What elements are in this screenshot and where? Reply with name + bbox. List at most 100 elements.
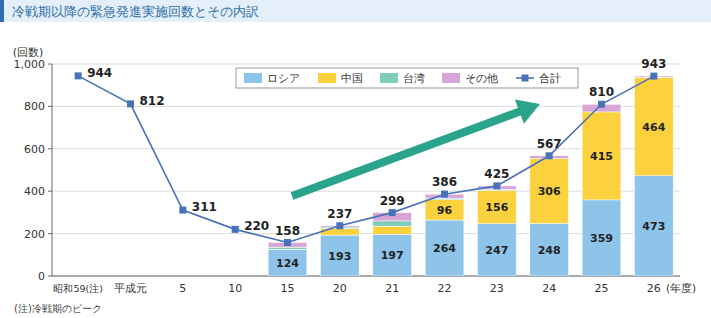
line-marker [75,72,82,79]
line-marker [284,239,291,246]
line-marker [389,209,396,216]
bar-segment [373,234,412,276]
x-tick-label: 23 [490,282,504,295]
line-marker [336,222,343,229]
total-label: 158 [275,224,300,238]
x-tick-label: 25 [595,282,609,295]
y-tick [48,191,52,192]
x-tick-label: 平成元 [114,282,147,295]
plot-area [75,72,674,276]
bar-segment [582,200,621,276]
y-axis-label: (回数) [13,46,44,59]
y-tick-label: 1,000 [14,58,46,71]
y-tick-label: 800 [24,100,45,113]
chart: 冷戦期以降の緊急発進実施回数とその内訳 0 200 400 600 800 1,000(回数… [0,0,711,318]
title-mark [0,0,4,22]
line-marker [598,101,605,108]
total-label: 810 [589,85,614,99]
line-marker [493,182,500,189]
title-bar [0,0,711,22]
footnote: (注)冷戦期のピーク [14,303,102,314]
y-tick [48,233,52,234]
total-label: 311 [192,200,217,214]
line-marker [650,73,657,80]
line-marker [232,226,239,233]
x-axis-label: (年度) [666,282,696,294]
bar-segment [425,220,464,276]
trend-arrow [292,108,529,196]
y-tick [48,276,52,277]
data-label: 415 [590,150,613,163]
bar-segment [634,176,673,276]
x-tick-label: 5 [179,282,186,295]
title: 冷戦期以降の緊急発進実施回数とその内訳 [12,4,259,19]
legend-label: 合計 [539,72,561,85]
line-marker [179,207,186,214]
data-label: 473 [642,220,665,233]
legend-box [236,68,578,88]
y-tick-label: 0 [38,270,45,283]
x-tick-label: 22 [438,282,452,295]
legend-swatch [442,73,460,83]
x-tick-label: 昭和59(注) [53,283,103,294]
bar-segment [477,191,516,224]
grid-line [52,64,680,65]
labels: 124 193 197 264 247 248 359 473 96 156 306 415 464 94… [87,57,666,270]
y-tick [48,64,52,65]
line-marker [546,152,553,159]
total-label: 812 [140,94,165,108]
bar-segment [320,235,359,276]
data-label: 193 [328,250,351,263]
bar-segment [373,221,412,226]
data-label: 464 [642,121,665,134]
bar-segment [582,112,621,200]
data-label: 248 [538,244,561,257]
total-label: 567 [537,137,562,151]
bar-segment [268,247,307,249]
total-label: 425 [484,167,509,181]
legend-label: ロシア [267,72,300,85]
total-label: 220 [244,219,269,233]
legend-swatch [522,75,529,82]
total-line [78,76,654,243]
data-label: 247 [485,244,508,257]
bar-segment [477,224,516,276]
bar-segment [425,200,464,220]
x-tick-label: 21 [385,282,399,295]
data-label: 264 [433,242,456,255]
total-label: 386 [432,175,457,189]
bar-segment [530,223,569,276]
legend-swatch [244,73,262,83]
y-tick-label: 400 [24,185,45,198]
bar-segment [530,159,569,224]
x-tick-label: 15 [281,282,295,295]
x-tick-label: 10 [228,282,242,295]
line-marker [127,100,134,107]
trend-arrow-head [515,99,540,123]
legend-swatch [380,73,398,83]
total-label: 299 [380,194,405,208]
data-label: 156 [485,201,508,214]
data-label: 359 [590,232,613,245]
legend-swatch [318,73,336,83]
legend-label: 台湾 [403,72,425,85]
data-label: 96 [437,204,453,217]
bar-segment [634,77,673,175]
data-label: 124 [276,257,299,270]
y-tick-label: 200 [24,228,45,241]
legend-label: その他 [465,72,498,85]
x-tick-label: 26 [647,282,661,295]
total-label: 943 [641,57,666,71]
data-label: 197 [381,249,404,262]
total-label: 237 [327,207,352,221]
y-tick-label: 600 [24,143,45,156]
x-tick-label: 20 [333,282,347,295]
legend: ロシア 中国 台湾 その他 合計 [236,68,578,88]
total-label: 944 [87,66,112,80]
bar-segment [373,226,412,234]
data-label: 306 [538,185,561,198]
bar-segment [268,250,307,276]
legend-label: 中国 [341,72,363,85]
y-tick [48,106,52,107]
y-tick [48,148,52,149]
